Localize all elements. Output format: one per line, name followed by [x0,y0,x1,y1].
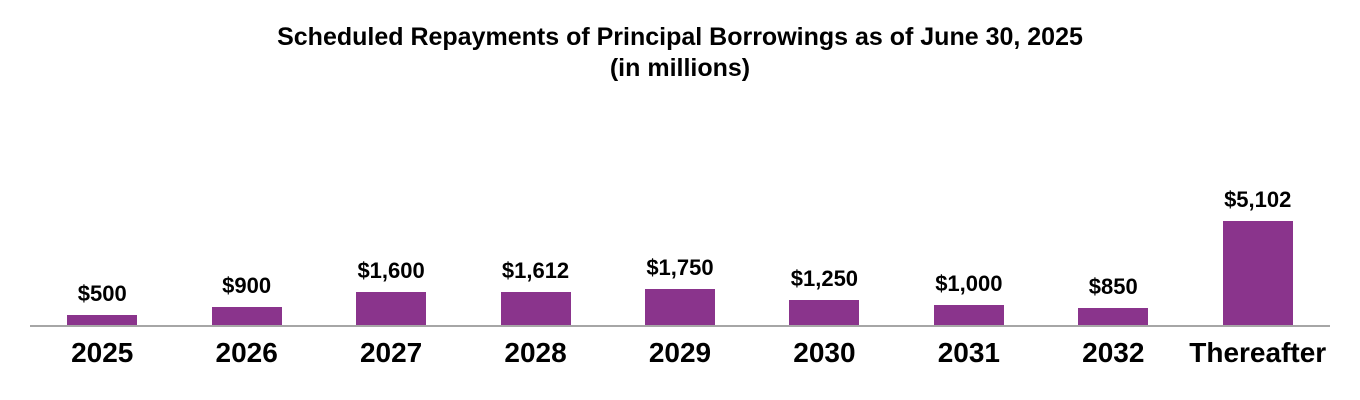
chart-title: Scheduled Repayments of Principal Borrow… [277,23,1083,51]
bar-value-label: $1,600 [357,258,425,283]
bar-value-label: $500 [77,281,127,306]
x-axis-label-2032: 2032 [1082,337,1145,368]
bar-2030 [789,300,860,325]
x-axis-label-2028: 2028 [504,337,567,368]
bar-column-2030: $1,250 [752,266,896,325]
bar-2026 [211,307,282,325]
bar-2027 [356,292,427,325]
x-axis-line [30,325,1330,327]
plot-area: $500 $900 $1,600 $1,612 $1,750 $1,250 $1,000 $8… [30,0,1330,400]
x-axis-label-2030: 2030 [793,337,856,368]
bar-value-label: $900 [222,273,272,298]
bars-container: $500 $900 $1,600 $1,612 $1,750 $1,250 $1,000 $8… [30,65,1330,325]
chart-subtitle: (in millions) [609,54,751,82]
bar-2031 [933,305,1004,325]
bar-value-label: $1,612 [501,258,570,283]
bar-column-2025: $500 [30,281,174,325]
bar-column-2026: $900 [174,273,318,325]
bar-2029 [644,289,715,325]
x-axis-label-2031: 2031 [937,337,1000,368]
x-axis-label-2029: 2029 [648,337,712,368]
bar-value-label: $1,000 [935,271,1003,296]
x-axis-label-thereafter: Thereafter [1189,337,1327,368]
bar-2025 [67,315,138,325]
x-axis-label-2025: 2025 [71,337,134,368]
bar-2032 [1078,308,1149,325]
bar-value-label: $5,102 [1224,187,1292,212]
bar-column-2028: $1,612 [463,258,607,325]
bar-value-label: $1,250 [790,266,859,291]
bar-value-label: $1,750 [646,255,714,280]
bar-2028 [500,292,571,325]
x-axis-label-2026: 2026 [215,337,278,368]
bar-column-2029: $1,750 [608,255,752,325]
x-axis-labels-row: 2025 2026 2027 2028 2029 2030 2031 2032 Thereaft… [30,337,1330,369]
bar-column-2032: $850 [1041,274,1185,325]
bar-column-2027: $1,600 [319,258,463,325]
x-axis-label-2027: 2027 [359,337,423,368]
chart-title-block: Scheduled Repayments of Principal Borrow… [30,22,1330,84]
bar-column-2031: $1,000 [897,271,1041,325]
bar-value-label: $850 [1088,274,1138,299]
bar-thereafter [1222,221,1293,325]
bar-column-thereafter: $5,102 [1186,187,1330,325]
